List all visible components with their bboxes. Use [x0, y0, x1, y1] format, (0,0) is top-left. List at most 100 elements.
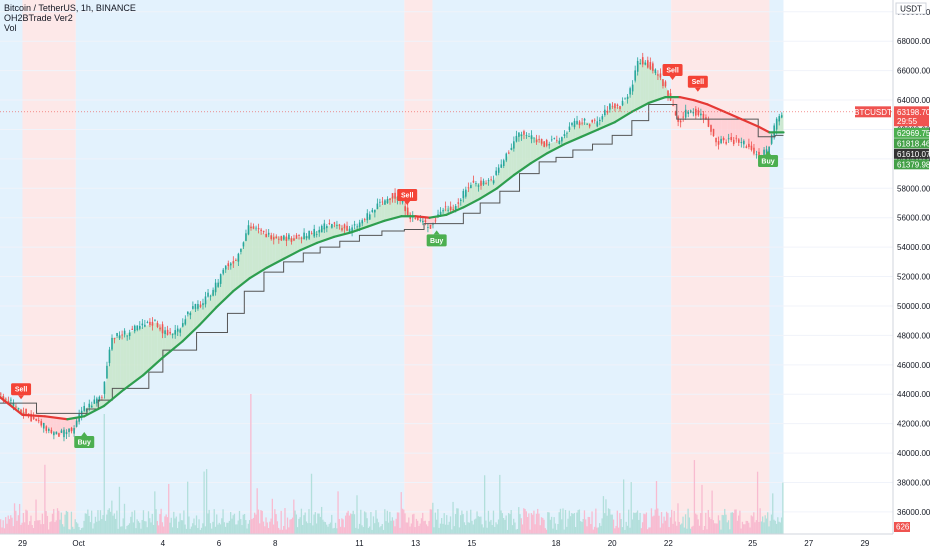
ma-segment: [316, 235, 336, 244]
volume-bar: [516, 528, 519, 534]
volume-bar: [235, 524, 237, 534]
volume-bar: [652, 516, 654, 534]
sell-zone: [22, 0, 76, 534]
trend-fill-segment: [143, 325, 147, 376]
volume-bar: [299, 517, 301, 534]
legend-symbol[interactable]: Bitcoin / TetherUS, 1h, BINANCE: [4, 3, 136, 13]
x-tick-label: 13: [411, 539, 420, 548]
candle-body: [422, 220, 424, 223]
volume-tag: [894, 522, 910, 532]
volume-bar: [309, 523, 311, 534]
volume-bar: [346, 512, 348, 534]
trend-fill-segment: [398, 197, 402, 217]
candle-body: [533, 137, 535, 139]
candle-body: [695, 108, 697, 116]
volume-bar: [553, 517, 555, 534]
candle-body: [419, 220, 422, 221]
volume-bar: [139, 522, 141, 534]
candle-body: [361, 220, 364, 224]
volume-bar: [281, 529, 284, 534]
candle-body: [101, 396, 103, 398]
volume-bar: [598, 523, 601, 534]
candle-body: [300, 237, 303, 239]
candle-body: [636, 60, 639, 72]
trend-fill-segment: [724, 111, 728, 141]
candle-body: [497, 167, 500, 173]
candle-body: [444, 206, 447, 208]
trend-fill-segment: [165, 332, 169, 356]
candle-body: [710, 125, 712, 132]
volume-bar: [150, 522, 152, 534]
trend-fill-segment: [716, 108, 719, 142]
volume-bar: [94, 516, 97, 534]
volume-bar: [554, 523, 557, 534]
volume-bar: [194, 525, 196, 534]
candle-body: [568, 126, 571, 130]
candle-body: [540, 138, 543, 144]
y-tick-label: 50000.00: [897, 302, 931, 311]
trend-fill-segment: [755, 125, 759, 154]
volume-bar: [179, 513, 181, 534]
volume-bar: [39, 520, 41, 534]
candle-body: [25, 408, 27, 414]
volume-bar: [289, 519, 291, 534]
candle-body: [333, 222, 336, 224]
volume-bar: [252, 517, 255, 534]
candle-body: [90, 405, 93, 408]
volume-bar: [117, 528, 119, 534]
ma-segment: [495, 173, 515, 190]
volume-bar: [193, 518, 195, 534]
candle-body: [113, 338, 116, 340]
volume-bar: [763, 522, 765, 534]
candle-body: [255, 227, 257, 229]
volume-bar: [758, 521, 760, 534]
candle-body: [700, 113, 702, 116]
volume-bar: [505, 515, 507, 534]
volume-bar: [320, 506, 323, 534]
volume-bar: [703, 526, 706, 534]
volume-bar: [338, 518, 340, 534]
candle-body: [705, 117, 707, 120]
volume-bar: [361, 525, 363, 534]
trend-fill-segment: [92, 402, 96, 412]
ma-segment: [43, 415, 69, 421]
volume-bar: [36, 520, 38, 534]
trend-fill-segment: [713, 106, 717, 137]
candle-body: [212, 289, 214, 296]
volume-bar: [660, 512, 663, 534]
candle-body: [326, 225, 328, 229]
volume-bar: [329, 522, 332, 534]
volume-bar: [614, 528, 616, 534]
ma-segment: [757, 125, 771, 134]
volume-bar: [419, 523, 421, 534]
volume-bar: [577, 510, 579, 534]
legend-volume[interactable]: Vol: [4, 23, 17, 33]
trend-fill-segment: [196, 305, 200, 328]
candle-body: [515, 135, 518, 142]
candle-body: [323, 223, 326, 230]
volume-bar: [715, 523, 717, 534]
buy-zone: [0, 0, 23, 534]
volume-bar: [142, 510, 145, 534]
trend-fill-segment: [381, 201, 385, 222]
candle-body: [60, 430, 63, 433]
x-tick-label: 29: [860, 539, 869, 548]
volume-bar: [459, 515, 462, 534]
legend-indicator[interactable]: OH2BTrade Ver2: [4, 13, 73, 23]
volume-bar: [668, 527, 670, 534]
y-tick-label: 36000.00: [897, 508, 931, 517]
sell-label-box: [662, 63, 683, 76]
volume-bar: [192, 523, 194, 534]
volume-bar: [278, 527, 280, 534]
candle-body: [278, 238, 280, 240]
signal-labels: Sell Buy Sell Buy Sell Sell Buy: [11, 63, 779, 448]
volume-bar: [315, 523, 318, 534]
candle-body: [22, 412, 25, 416]
candle-body: [664, 81, 667, 87]
candle-body: [247, 225, 250, 235]
volume-bar: [466, 510, 468, 534]
volume-bar: [774, 520, 776, 534]
candle-body: [126, 335, 128, 337]
buy-label-box: [758, 154, 779, 167]
